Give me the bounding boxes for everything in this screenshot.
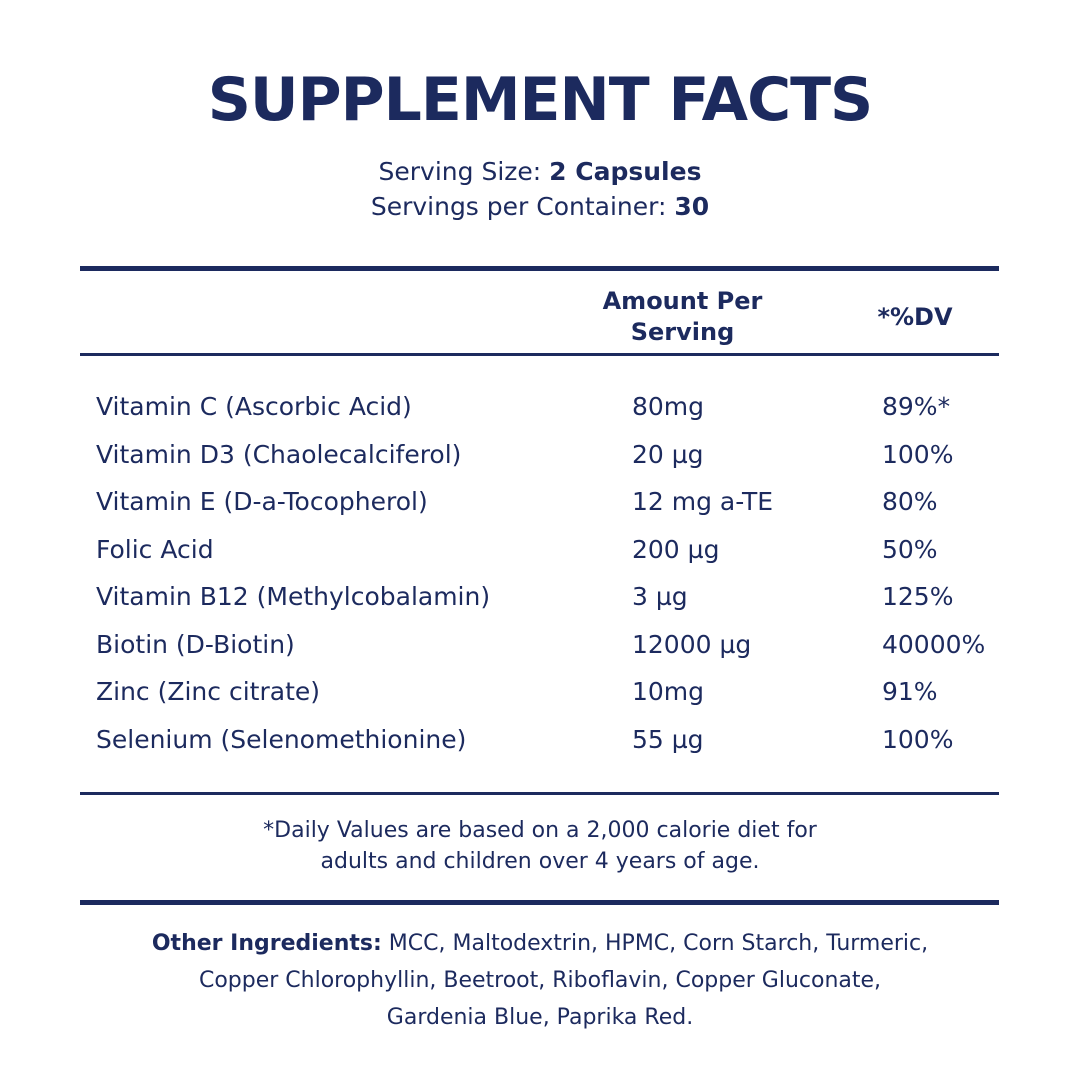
table-row: Zinc (Zinc citrate) 10mg 91%	[0, 675, 1080, 721]
header-divider	[80, 353, 999, 356]
nutrient-amount: 12000 µg	[632, 630, 752, 659]
other-ingredients: Other Ingredients: MCC, Maltodextrin, HP…	[150, 925, 930, 1036]
table-bottom-divider	[80, 792, 999, 795]
nutrient-amount: 3 µg	[632, 582, 688, 611]
header-daily-value: *%DV	[877, 303, 953, 331]
other-ingredients-text: MCC, Maltodextrin, HPMC, Corn Starch, Tu…	[198, 931, 929, 1030]
daily-value-footnote: *Daily Values are based on a 2,000 calor…	[0, 815, 1080, 877]
table-row: Biotin (D-Biotin) 12000 µg 40000%	[0, 628, 1080, 674]
nutrient-name: Vitamin E (D-a-Tocopherol)	[96, 487, 428, 516]
table-row: Vitamin D3 (Chaolecalciferol) 20 µg 100%	[0, 438, 1080, 484]
servings-per-container-line: Servings per Container: 30	[0, 190, 1080, 224]
nutrient-name: Vitamin C (Ascorbic Acid)	[96, 392, 412, 421]
nutrient-name: Selenium (Selenomethionine)	[96, 725, 467, 754]
nutrient-name: Vitamin D3 (Chaolecalciferol)	[96, 440, 462, 469]
nutrient-daily-value: 91%	[882, 677, 938, 706]
nutrient-name: Zinc (Zinc citrate)	[96, 677, 320, 706]
table-row: Vitamin E (D-a-Tocopherol) 12 mg a-TE 80%	[0, 485, 1080, 531]
nutrient-daily-value: 80%	[882, 487, 938, 516]
nutrient-amount: 55 µg	[632, 725, 704, 754]
serving-size-line: Serving Size: 2 Capsules	[0, 155, 1080, 189]
nutrient-name: Folic Acid	[96, 535, 214, 564]
nutrient-daily-value: 50%	[882, 535, 938, 564]
nutrient-daily-value: 125%	[882, 582, 954, 611]
table-row: Folic Acid 200 µg 50%	[0, 533, 1080, 579]
table-row: Vitamin B12 (Methylcobalamin) 3 µg 125%	[0, 580, 1080, 626]
nutrient-amount: 200 µg	[632, 535, 720, 564]
nutrient-amount: 80mg	[632, 392, 705, 421]
nutrient-daily-value: 100%	[882, 440, 954, 469]
footnote-line2: adults and children over 4 years of age.	[320, 849, 760, 874]
footnote-line1: *Daily Values are based on a 2,000 calor…	[263, 818, 817, 843]
header-amount-line2: Serving	[630, 318, 735, 346]
footnote-divider	[80, 900, 999, 905]
top-divider	[80, 266, 999, 271]
serving-size-value: 2 Capsules	[549, 157, 702, 186]
serving-size-label: Serving Size:	[378, 157, 550, 186]
servings-per-container-value: 30	[674, 192, 710, 221]
nutrient-amount: 10mg	[632, 677, 705, 706]
nutrient-daily-value: 40000%	[882, 630, 986, 659]
nutrient-name: Biotin (D-Biotin)	[96, 630, 295, 659]
nutrient-amount: 20 µg	[632, 440, 704, 469]
page-title: SUPPLEMENT FACTS	[207, 65, 874, 135]
nutrient-amount: 12 mg a-TE	[632, 487, 774, 516]
servings-per-container-label: Servings per Container:	[370, 192, 675, 221]
other-ingredients-label: Other Ingredients:	[151, 931, 382, 956]
table-row: Selenium (Selenomethionine) 55 µg 100%	[0, 723, 1080, 769]
table-row: Vitamin C (Ascorbic Acid) 80mg 89%*	[0, 390, 1080, 436]
nutrient-name: Vitamin B12 (Methylcobalamin)	[96, 582, 491, 611]
nutrient-daily-value: 100%	[882, 725, 954, 754]
header-amount-line1: Amount Per	[602, 287, 763, 315]
nutrient-daily-value: 89%*	[882, 392, 951, 421]
header-amount-per-serving: Amount Per Serving	[570, 286, 795, 348]
